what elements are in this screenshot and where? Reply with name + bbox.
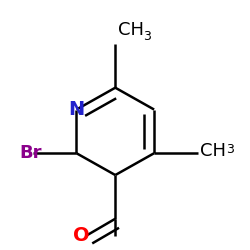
Text: O: O — [73, 226, 90, 245]
Text: CH: CH — [118, 21, 144, 39]
Text: Br: Br — [19, 144, 42, 162]
Text: N: N — [68, 100, 84, 119]
Text: CH: CH — [200, 142, 226, 160]
Text: 3: 3 — [226, 143, 234, 156]
Text: 3: 3 — [143, 30, 151, 43]
